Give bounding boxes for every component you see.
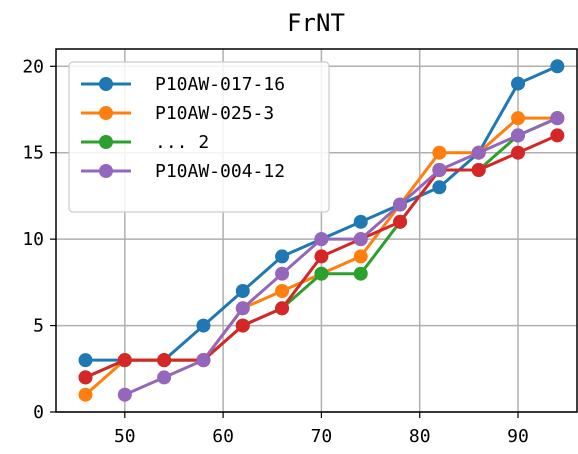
data-point xyxy=(393,214,408,229)
data-point xyxy=(353,232,368,247)
data-point xyxy=(157,370,172,385)
data-point xyxy=(78,370,93,385)
x-tick-label: 80 xyxy=(409,426,431,447)
legend-marker xyxy=(99,106,113,120)
data-point xyxy=(511,111,526,126)
x-tick-label: 70 xyxy=(311,426,333,447)
legend-label: P10AW-004-12 xyxy=(155,161,285,182)
data-point xyxy=(275,266,290,281)
data-point xyxy=(511,128,526,143)
data-point xyxy=(275,249,290,264)
data-point xyxy=(550,59,565,74)
data-point xyxy=(314,266,329,281)
data-point xyxy=(353,266,368,281)
legend-item: P10AW-025-3 xyxy=(81,103,274,124)
y-tick-label: 5 xyxy=(33,316,44,337)
legend-label: ... 2 xyxy=(155,132,209,153)
data-point xyxy=(432,163,447,177)
legend-label: P10AW-017-16 xyxy=(155,74,285,95)
legend-marker xyxy=(99,77,113,91)
legend-item: ... 2 xyxy=(81,132,209,153)
legend-label: P10AW-025-3 xyxy=(155,103,274,124)
y-tick-label: 0 xyxy=(33,402,44,423)
data-point xyxy=(275,284,290,298)
data-point xyxy=(78,387,93,402)
series-layer xyxy=(78,59,565,402)
data-point xyxy=(117,387,132,402)
legend-item: P10AW-004-12 xyxy=(81,161,285,182)
data-point xyxy=(314,249,329,264)
data-point xyxy=(432,180,447,195)
y-tick-label: 20 xyxy=(22,56,44,77)
y-axis-ticks: 0 5 10 15 20 xyxy=(22,56,56,423)
chart-title: FrNT xyxy=(287,9,345,37)
series-4 xyxy=(117,111,565,402)
data-point xyxy=(196,353,211,368)
data-point xyxy=(117,353,132,368)
data-point xyxy=(511,76,526,91)
x-axis-ticks: 50 60 70 80 90 xyxy=(114,412,529,447)
data-point xyxy=(393,197,408,212)
data-point xyxy=(550,128,565,143)
series-line xyxy=(124,116,558,397)
data-point xyxy=(432,145,447,160)
data-point xyxy=(353,249,368,264)
data-point xyxy=(353,214,368,229)
legend-box xyxy=(68,61,330,213)
data-point xyxy=(511,145,526,160)
data-point xyxy=(235,284,250,298)
plot-frame xyxy=(55,48,578,413)
legend-marker xyxy=(99,135,113,149)
data-point xyxy=(314,232,329,247)
y-tick-label: 15 xyxy=(22,143,44,164)
data-point xyxy=(471,145,486,160)
data-point xyxy=(196,318,211,333)
data-point xyxy=(78,353,93,368)
data-point xyxy=(471,163,486,177)
x-tick-label: 60 xyxy=(212,426,234,447)
data-point xyxy=(235,301,250,316)
data-point xyxy=(275,301,290,316)
legend: P10AW-017-16 P10AW-025-3 ... 2 P10AW-004-12 xyxy=(68,61,330,213)
data-point xyxy=(550,111,565,126)
data-point xyxy=(157,353,172,368)
x-tick-label: 50 xyxy=(114,426,136,447)
legend-item: P10AW-017-16 xyxy=(81,74,285,95)
legend-marker xyxy=(99,164,113,178)
x-tick-label: 90 xyxy=(507,426,529,447)
y-tick-label: 10 xyxy=(22,229,44,250)
data-point xyxy=(235,318,250,333)
